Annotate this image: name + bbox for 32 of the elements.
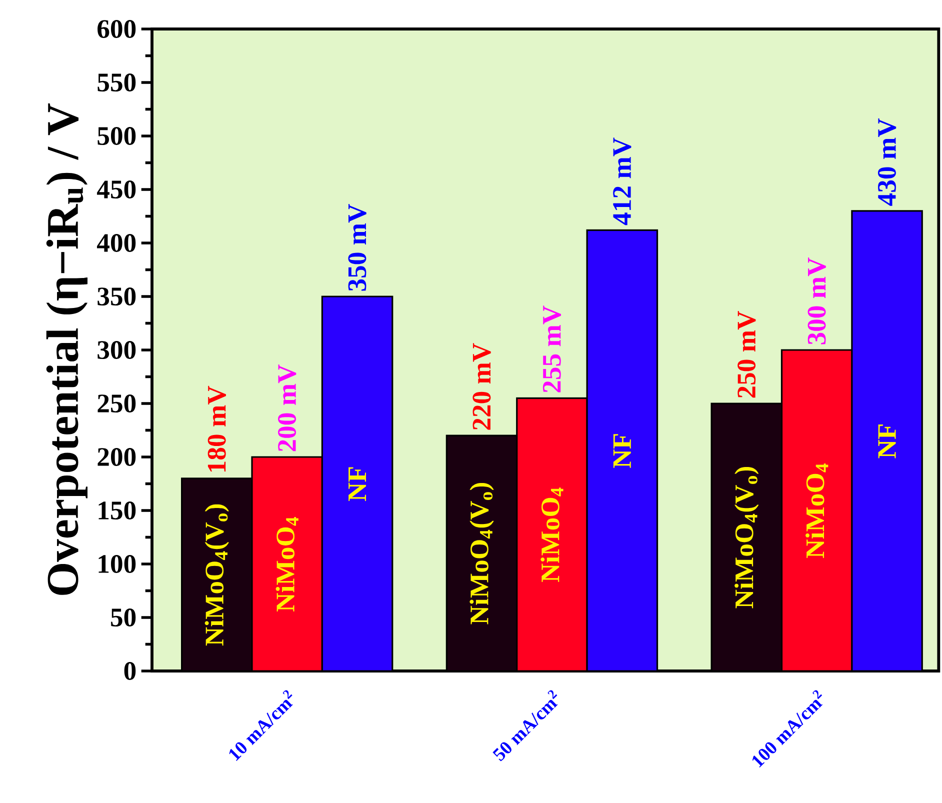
data-label: 255 mV — [542, 306, 561, 392]
y-tick-label: 250 — [98, 394, 136, 412]
text: NF — [878, 424, 896, 458]
y-tick-label: 50 — [111, 608, 136, 626]
y-tick-label: 500 — [98, 127, 136, 145]
data-label: 200 mV — [278, 364, 296, 452]
y-tick-label: 550 — [98, 74, 136, 92]
data-label: 220 mV — [472, 343, 491, 430]
text: NiMoO$_{4}$ — [806, 464, 828, 558]
data-label: 412 mV — [613, 138, 632, 226]
series-label: NF — [613, 434, 631, 468]
text: NF — [348, 467, 366, 502]
y-tick-label: 150 — [98, 502, 136, 520]
y-tick-label: 200 — [98, 448, 136, 466]
y-axis-title: Overpotential (η−iR$_{u}$) / V — [46, 103, 88, 595]
text: NiMoO$_{4}$(V$_{o}$) — [470, 483, 494, 624]
data-label: 430 mV — [878, 118, 896, 206]
y-tick-label: 300 — [98, 341, 136, 359]
text: NiMoO$_{4}$(V$_{o}$) — [734, 466, 759, 608]
y-tick-label: 600 — [98, 20, 136, 38]
series-label: NiMoO$_{4}$(V$_{o}$) — [204, 504, 229, 646]
y-tick-label: 100 — [98, 555, 136, 573]
y-tick-label: 350 — [98, 288, 136, 306]
y-tick-label: 400 — [96, 234, 136, 252]
data-label: 300 mV — [808, 257, 826, 344]
data-label: 250 mV — [738, 310, 756, 398]
y-tick-label: 450 — [96, 180, 136, 198]
data-label: 180 mV — [208, 386, 226, 472]
y-tick-label: 0 — [124, 662, 136, 680]
text: NiMoO$_{4}$ — [540, 488, 564, 582]
data-label: 350 mV — [348, 204, 366, 291]
series-label: NiMoO$_{4}$ — [276, 517, 298, 612]
